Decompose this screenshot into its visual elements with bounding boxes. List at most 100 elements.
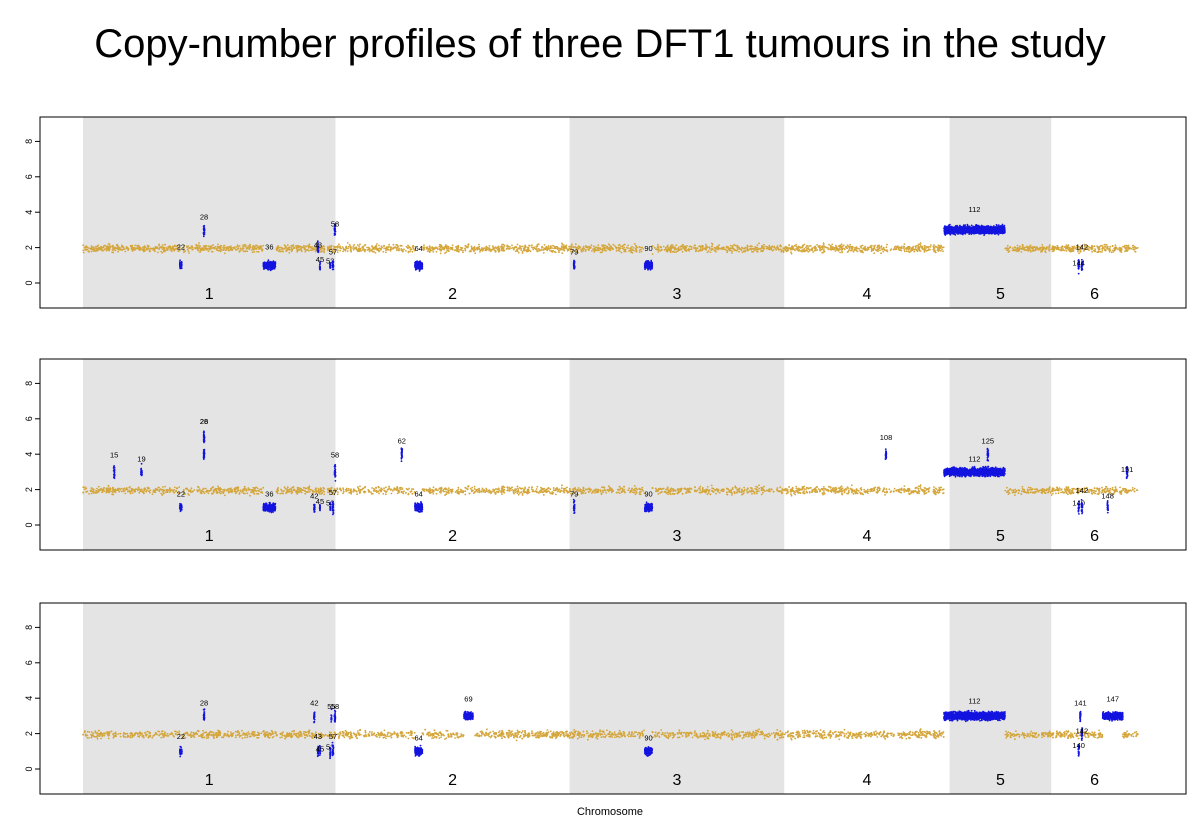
segment-label-112: 112 [969, 454, 981, 463]
chromosome-label-1: 1 [205, 772, 214, 789]
segment-label-28: 28 [200, 698, 208, 707]
segment-label-112: 112 [969, 205, 981, 214]
segment-label-112: 112 [969, 697, 981, 706]
chromosome-band-1 [83, 117, 336, 308]
segment-label-19: 19 [137, 454, 145, 463]
segment-90 [644, 746, 653, 757]
chromosome-label-6: 6 [1090, 772, 1099, 789]
chromosome-band-1 [83, 603, 336, 794]
segment-90 [643, 501, 654, 513]
segment-147 [1101, 711, 1124, 722]
segment-label-125: 125 [982, 437, 995, 446]
segment-151 [1125, 465, 1129, 480]
segment-26 [202, 430, 206, 444]
segment-label-26: 26 [200, 417, 208, 426]
segment-label-62: 62 [398, 437, 406, 446]
segment-15 [112, 465, 116, 480]
segment-label-108: 108 [880, 433, 893, 442]
segment-28 [202, 708, 206, 721]
segment-label-90: 90 [644, 734, 652, 743]
segment-58 [333, 463, 337, 482]
y-tick-label: 4 [24, 210, 34, 215]
segment-label-57: 57 [329, 248, 337, 257]
chromosome-band-1 [83, 359, 336, 550]
chromosome-label-5: 5 [996, 772, 1005, 789]
segment-label-142: 142 [1076, 242, 1089, 251]
segment-label-43: 43 [314, 241, 322, 250]
segment-140 [1077, 743, 1080, 757]
segment-58 [333, 223, 337, 236]
segment-53 [329, 262, 332, 269]
segment-label-79: 79 [570, 248, 578, 257]
x-axis-label: Chromosome [576, 806, 644, 818]
segment-label-53: 53 [326, 743, 334, 752]
chromosome-label-4: 4 [862, 772, 871, 789]
segment-label-69: 69 [464, 695, 472, 704]
segment-69 [463, 710, 474, 721]
segment-62 [400, 447, 404, 463]
segment-label-36: 36 [265, 490, 273, 499]
segment-53 [329, 501, 332, 511]
segment-79 [572, 498, 576, 514]
segment-label-64: 64 [415, 490, 423, 499]
chromosome-band-5 [949, 603, 1052, 794]
segment-22 [178, 502, 183, 513]
segment-label-58: 58 [331, 451, 339, 460]
segment-label-45: 45 [316, 255, 324, 264]
segment-64 [414, 260, 424, 272]
segment-144 [1077, 259, 1080, 275]
y-tick-label: 2 [24, 245, 34, 250]
segment-64 [414, 744, 424, 757]
segment-label-142: 142 [1076, 727, 1089, 736]
segment-36 [262, 259, 277, 272]
chromosome-label-3: 3 [672, 528, 681, 545]
segment-112 [943, 223, 1006, 237]
segment-57 [331, 741, 335, 757]
segment-53 [329, 746, 332, 760]
chromosome-band-3 [569, 359, 785, 550]
segment-140 [1077, 500, 1080, 515]
chromosome-label-3: 3 [672, 772, 681, 789]
segment-label-42: 42 [310, 698, 318, 707]
segment-label-45: 45 [316, 497, 324, 506]
segment-label-28: 28 [200, 417, 208, 426]
segment-label-45: 45 [316, 744, 324, 753]
segment-108 [884, 448, 888, 460]
chromosome-label-1: 1 [205, 286, 214, 303]
segment-42 [313, 711, 316, 724]
chromosome-band-5 [949, 117, 1052, 308]
y-tick-label: 8 [24, 381, 34, 386]
segment-label-58: 58 [331, 219, 339, 228]
segment-28 [202, 224, 206, 238]
segment-141 [1079, 710, 1082, 723]
chromosome-label-5: 5 [996, 528, 1005, 545]
segment-label-141: 141 [1074, 698, 1087, 707]
segment-label-90: 90 [644, 490, 652, 499]
segment-label-142: 142 [1076, 486, 1089, 495]
segment-58 [333, 709, 337, 723]
segment-112 [943, 709, 1006, 723]
segment-22 [178, 259, 183, 270]
segment-112 [943, 465, 1006, 478]
chromosome-band-5 [949, 359, 1052, 550]
chromosome-label-2: 2 [448, 528, 457, 545]
segment-label-64: 64 [415, 734, 423, 743]
chromosome-label-4: 4 [862, 528, 871, 545]
segment-label-151: 151 [1121, 465, 1134, 474]
segment-label-36: 36 [265, 242, 273, 251]
y-tick-label: 4 [24, 452, 34, 457]
segment-142 [1080, 499, 1084, 515]
segment-45 [318, 260, 322, 271]
normal-copy-number-points [82, 242, 1139, 255]
segment-label-148: 148 [1101, 491, 1114, 500]
y-tick-label: 2 [24, 487, 34, 492]
chromosome-label-1: 1 [205, 528, 214, 545]
y-tick-label: 6 [24, 660, 34, 665]
segment-55 [330, 708, 333, 723]
segment-28 [202, 448, 206, 460]
segment-label-15: 15 [110, 451, 118, 460]
segment-142 [1080, 727, 1084, 741]
segment-label-22: 22 [177, 732, 185, 741]
y-tick-label: 8 [24, 139, 34, 144]
